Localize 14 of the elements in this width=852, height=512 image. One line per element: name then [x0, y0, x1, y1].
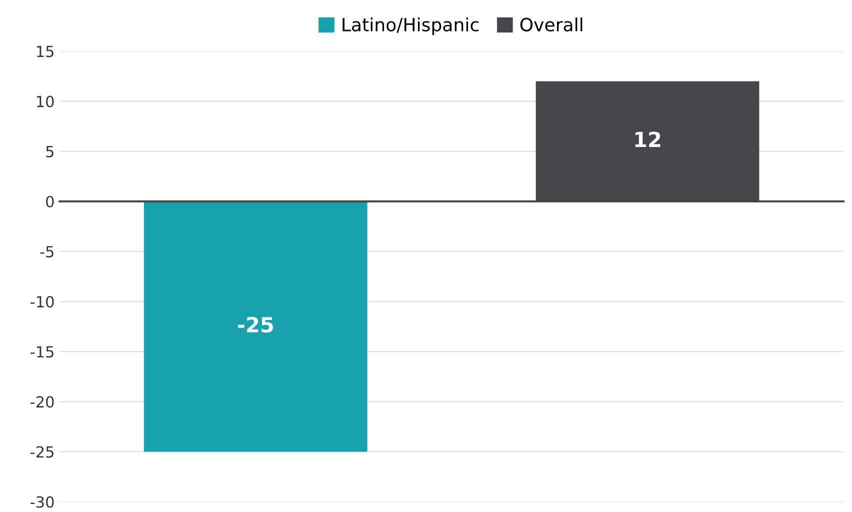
- y-tick-label: 0: [46, 196, 54, 208]
- y-tick-label: -30: [30, 496, 54, 508]
- legend-label: Latino/Hispanic: [342, 17, 478, 35]
- y-tick-label: -25: [30, 446, 54, 458]
- y-tick-label: -5: [40, 246, 54, 258]
- y-tick-label: -10: [30, 296, 54, 308]
- legend-label: Overall: [520, 17, 582, 32]
- y-tick-label: -15: [30, 346, 54, 358]
- y-tick-label: 5: [46, 146, 54, 158]
- y-tick-label: -20: [30, 396, 54, 408]
- y-tick-label: 10: [37, 96, 54, 108]
- data-label: 12: [635, 132, 660, 148]
- data-label: -25: [238, 316, 273, 333]
- y-tick-label: 15: [37, 46, 54, 58]
